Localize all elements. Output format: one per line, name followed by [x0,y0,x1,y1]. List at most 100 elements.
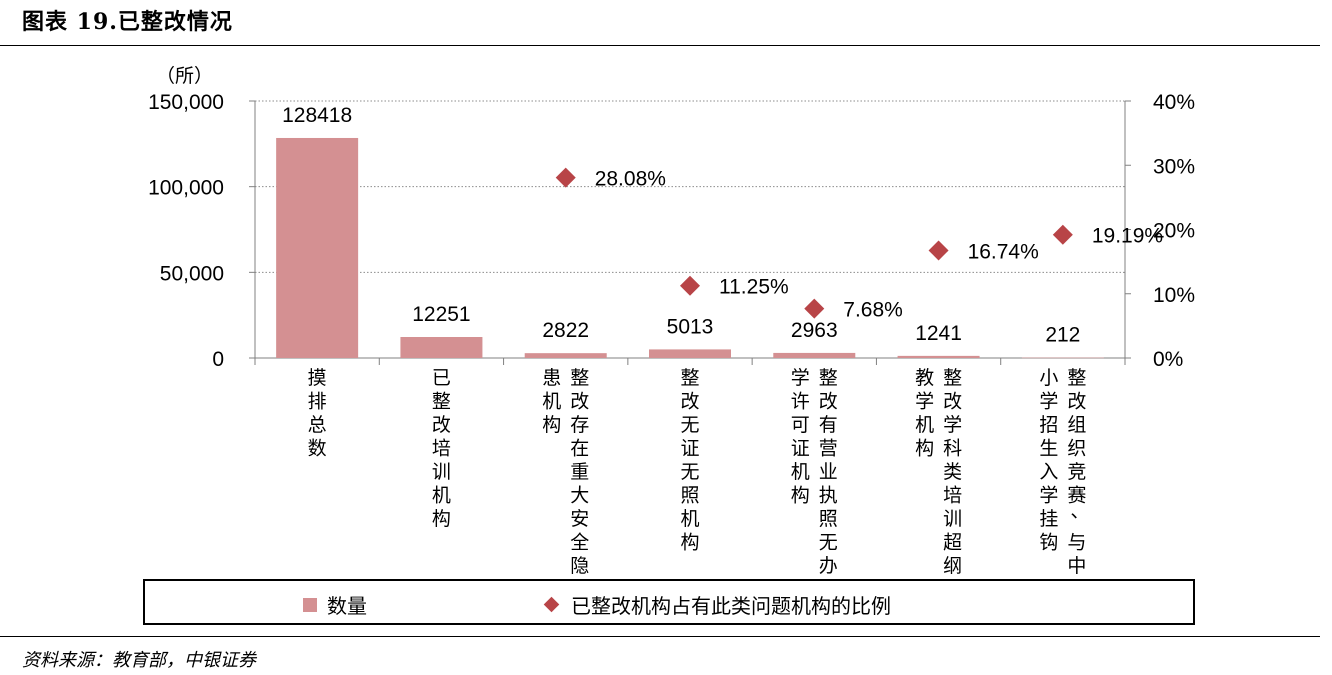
ratio-marker [804,298,825,319]
category-label-char: 织 [1067,438,1086,460]
bar [276,137,359,358]
category-label-char: 办 [819,555,838,577]
chart-area: 0 50,000 100,000 150,000 （所） 0% 10% 20% 30% 40% 12… [148,65,1195,577]
ratio-value-label: 11.25% [719,276,789,299]
category-label-char: 数 [308,438,327,460]
ratio-value-label: 16.74% [968,240,1039,263]
category-label-char: 纲 [943,555,962,577]
legend-label-ratio: 已整改机构占有此类问题机构的比例 [571,594,891,618]
y-tick-label: 100,000 [148,177,224,200]
category-label-char: 学 [943,414,962,436]
legend-bar-swatch [303,597,317,612]
category-label-char: 学 [1039,391,1058,413]
category-label-char: 许 [791,391,810,413]
ratio-value-label: 28.08% [595,168,666,191]
category-label-char: 训 [432,461,451,483]
bar [524,353,607,358]
bar-value-label: 2822 [542,319,589,342]
category-label-char: 超 [943,532,962,554]
category-label-char: 整 [943,367,962,389]
category-label-char: 已 [432,367,451,389]
category-label-char: 营 [819,438,838,460]
category-label-char: 学 [791,367,810,389]
category-label-char: 培 [943,485,962,507]
ratio-marker [555,167,576,188]
category-label-char: 摸 [308,367,327,389]
category-label-char: 整 [819,367,838,389]
category-label-char: 竞 [1067,461,1086,483]
category-label-char: 培 [432,438,451,460]
category-label-char: 改 [570,391,589,413]
category-label-char: 构 [791,485,810,507]
y2-tick-label: 10% [1153,284,1195,307]
category-label-char: 小 [1039,367,1058,389]
y2-tick-label: 40% [1153,91,1195,114]
category-label-char: 改 [1067,391,1086,413]
y-axis-unit-label: （所） [156,65,213,87]
bar-value-label: 1241 [915,322,962,345]
category-label-char: 生 [1039,438,1058,460]
bar-value-label: 128418 [282,104,352,127]
category-label-char: 无 [680,414,699,436]
category-label-char: 机 [791,461,810,483]
ratio-marker [680,275,700,296]
category-label-char: 可 [791,414,810,436]
category-label-char: 机 [915,414,934,436]
category-label-char: 构 [432,508,451,530]
bar-value-label: 5013 [667,315,714,338]
y-tick-label: 50,000 [160,262,224,285]
title-divider [0,45,1320,46]
legend-item-count: 数量 [303,590,367,619]
source-note: 资料来源：教育部，中银证券 [22,650,256,671]
category-label-char: 、 [1070,500,1089,522]
category-label-char: 挂 [1039,508,1058,530]
category-label-char: 赛 [1067,485,1086,507]
legend-diamond-swatch [543,596,560,613]
category-label-char: 整 [570,367,589,389]
y2-tick-label: 0% [1153,348,1183,371]
chart-title: 图表 19.已整改情况 [22,9,233,35]
category-label-char: 总 [308,414,327,436]
category-label-char: 机 [542,391,561,413]
category-label-char: 整 [680,367,699,389]
category-label-char: 机 [432,485,451,507]
category-label-char: 整 [1067,367,1086,389]
category-label-char: 业 [819,461,838,483]
category-label-char: 类 [943,461,962,483]
legend-label-count: 数量 [327,594,367,618]
category-label-char: 患 [542,367,561,389]
bar [400,337,483,358]
category-label-char: 执 [819,485,838,507]
category-label-char: 改 [819,391,838,413]
ratio-marker [928,240,949,261]
bar-value-label: 12251 [412,303,470,326]
legend-item-ratio: 已整改机构占有此类问题机构的比例 [543,590,891,619]
category-label-char: 钩 [1039,532,1058,554]
category-label-char: 无 [819,532,838,554]
category-label-char: 组 [1067,414,1086,436]
category-label-char: 机 [680,508,699,530]
category-label-char: 改 [432,414,451,436]
category-label-char: 改 [943,391,962,413]
bar-value-label: 212 [1045,324,1080,347]
bar-value-label: 2963 [791,319,838,342]
category-label-char: 在 [570,438,589,460]
category-label-char: 整 [432,391,451,413]
y-tick-label: 0 [212,348,224,371]
category-label-char: 大 [570,485,589,507]
ratio-marker [1052,224,1073,245]
bar [1021,357,1104,359]
category-label-char: 入 [1039,461,1058,483]
category-label-char: 与 [1067,532,1086,554]
category-label-char: 隐 [570,555,589,577]
footer-divider [0,636,1320,637]
category-label-char: 学 [915,391,934,413]
category-label-char: 构 [542,414,561,436]
category-label-char: 无 [680,461,699,483]
chart-legend: 数量 已整改机构占有此类问题机构的比例 [143,579,1195,625]
category-label-char: 有 [819,414,838,436]
ratio-value-label: 19.19% [1092,225,1163,248]
category-label-char: 教 [915,367,934,389]
category-label-char: 全 [570,532,589,554]
category-label-char: 招 [1039,414,1058,436]
